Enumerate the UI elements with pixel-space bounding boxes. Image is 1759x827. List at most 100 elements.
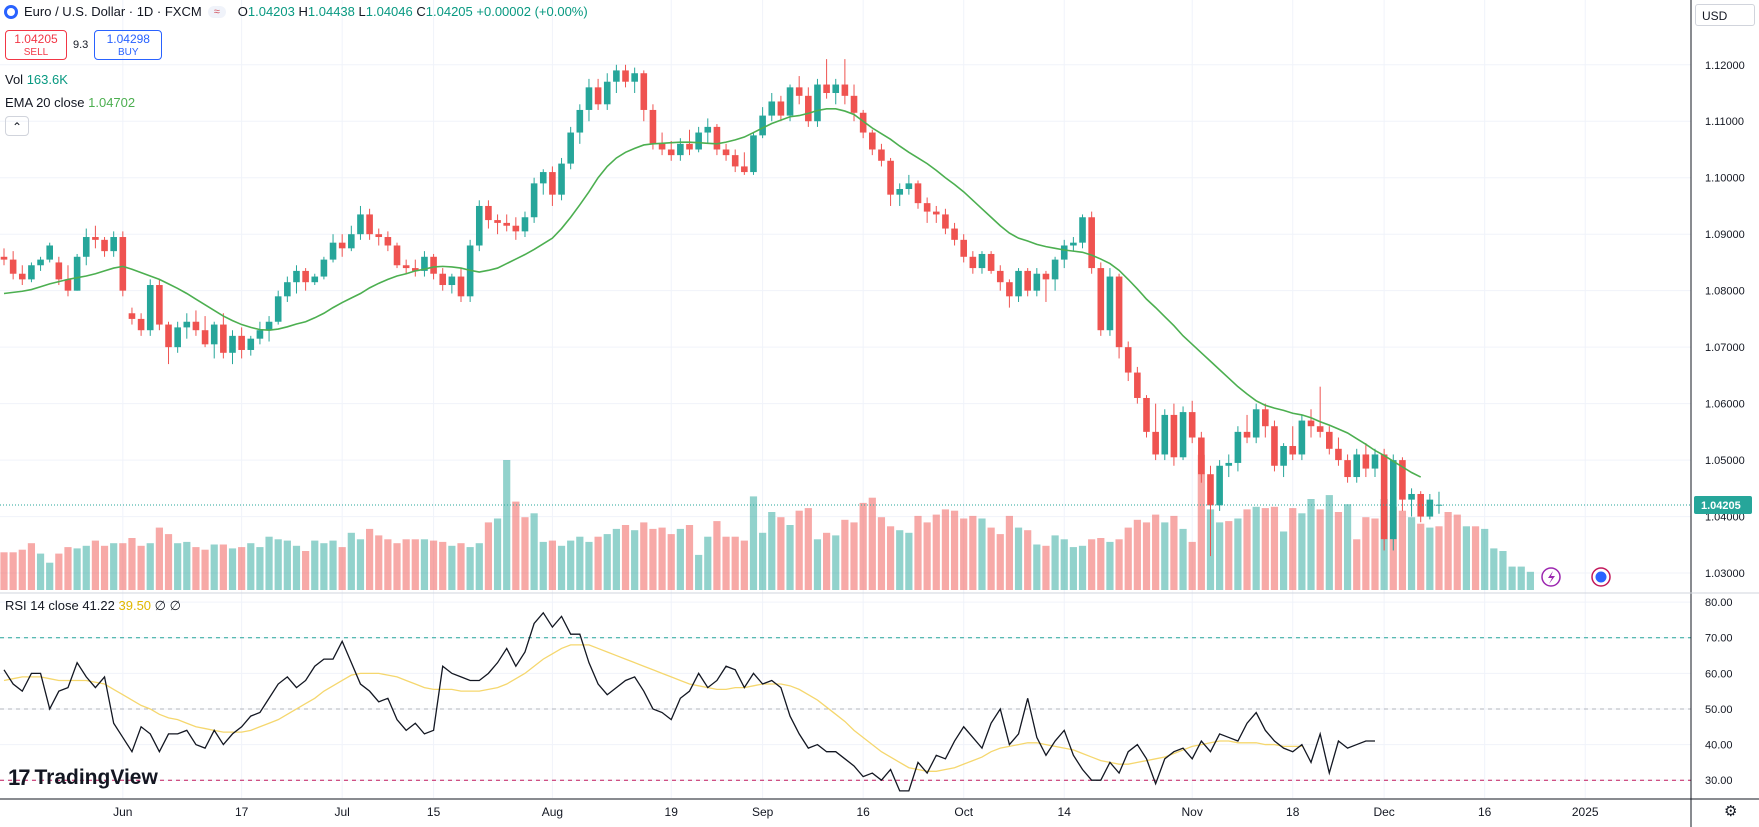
candle [165, 321, 172, 365]
candle-body [485, 205, 492, 221]
candle-body [1170, 414, 1178, 458]
economic-event-icon[interactable] [1591, 567, 1611, 587]
candle-body [101, 239, 108, 252]
candle [220, 313, 227, 359]
price-scale[interactable]: 1.12000 1.11000 1.10000 1.09000 1.08000 1.070… [1705, 60, 1745, 580]
candle-body [969, 256, 977, 269]
candle-body [914, 183, 922, 204]
candle-body [302, 270, 309, 283]
price-tick-label: 1.08000 [1705, 286, 1745, 298]
volume-bar [1462, 526, 1470, 590]
candle [1188, 400, 1196, 444]
buy-button[interactable]: 1.04298 BUY [94, 30, 163, 60]
sell-button[interactable]: 1.04205 SELL [5, 30, 67, 60]
candle-body [869, 132, 876, 150]
candle [503, 214, 510, 232]
volume-bar [1353, 539, 1361, 590]
volume-legend[interactable]: Vol 163.6K [5, 72, 68, 87]
candle-body [430, 256, 437, 274]
candle [1298, 414, 1306, 461]
candle-body [55, 262, 63, 280]
candle-body [220, 324, 227, 353]
candle-body [210, 324, 218, 345]
volume-bar [1298, 513, 1306, 590]
price-tick-label: 1.12000 [1705, 60, 1745, 72]
candle [284, 276, 291, 302]
volume-bar [1426, 527, 1434, 590]
volume-bar [950, 510, 959, 590]
candle [932, 205, 940, 223]
candle-body [18, 273, 26, 280]
candle-body [201, 330, 209, 345]
symbol-title[interactable]: Euro / U.S. Dollar · 1D · FXCM [24, 4, 202, 19]
candle-body [549, 172, 556, 195]
candle [713, 124, 721, 156]
candle [494, 214, 501, 235]
ema-legend[interactable]: EMA 20 close 1.04702 [5, 95, 136, 110]
price-tick-label: 1.10000 [1705, 173, 1745, 185]
candle-body [795, 87, 803, 96]
candle [722, 143, 730, 161]
candle-body [686, 143, 693, 150]
candle-body [110, 237, 117, 252]
volume-bar [119, 543, 127, 590]
candle-body [1051, 259, 1059, 280]
candle-body [1234, 431, 1242, 463]
candle-body [284, 282, 291, 297]
volume-bar [329, 540, 337, 590]
gear-icon[interactable]: ⚙ [1724, 803, 1738, 820]
volume-bar [1517, 566, 1525, 590]
tradingview-logo-icon: 17 [8, 765, 31, 790]
volume-bar [786, 525, 794, 590]
candle [1079, 214, 1086, 249]
volume-bar [1316, 509, 1324, 590]
volume-bar [64, 547, 72, 590]
volume-bar [512, 501, 520, 590]
candle [1262, 403, 1269, 438]
market-status-badge[interactable]: ≈ [207, 5, 226, 18]
rsi-tick-label: 60.00 [1705, 668, 1733, 680]
last-price-badge [1694, 496, 1752, 515]
currency-selector[interactable]: USD [1695, 4, 1755, 26]
candle-body [1216, 465, 1223, 506]
candle [896, 183, 904, 206]
candle-body [1179, 412, 1187, 458]
candle-body [348, 234, 355, 249]
candle [247, 335, 255, 356]
volume-bar [557, 545, 566, 590]
volume-bar [1334, 512, 1343, 590]
candle [631, 67, 638, 94]
trade-panel: 1.04205 SELL 9.3 1.04298 BUY [5, 30, 163, 60]
candle [805, 87, 812, 127]
spread-value: 9.3 [73, 39, 89, 51]
volume-bar [128, 538, 136, 590]
candle [1161, 409, 1169, 461]
candle [887, 157, 894, 206]
candle [357, 205, 364, 240]
candle [1143, 395, 1150, 438]
time-scale[interactable]: Jun 17 Jul 15 Aug 19 Sep 16 Oct 14 Nov 18 Dec 16 2025 [113, 805, 1599, 819]
volume-bar [155, 527, 163, 590]
candle-body [932, 211, 940, 215]
collapse-legend-button[interactable]: ⌃ [5, 116, 29, 136]
candle-body [265, 321, 273, 331]
volume-bar [1042, 545, 1050, 590]
candle-body [1115, 276, 1123, 348]
candle-body [850, 95, 858, 113]
candle [512, 217, 520, 240]
rsi-line [3, 611, 1375, 792]
candle-body [777, 101, 785, 116]
volume-bar [740, 540, 748, 590]
candle-body [1417, 493, 1424, 517]
rsi-scale[interactable]: 80.00 70.00 60.00 50.00 40.00 30.00 [1705, 597, 1733, 787]
candle [412, 259, 419, 277]
candle [119, 231, 127, 297]
candle [942, 208, 949, 235]
flash-icon[interactable] [1541, 567, 1561, 587]
rsi-tick-label: 70.00 [1705, 633, 1733, 645]
candle [667, 141, 675, 161]
candle-body [805, 95, 812, 122]
candle-body [622, 70, 629, 82]
rsi-legend[interactable]: RSI 14 close 41.22 39.50 ∅ ∅ [5, 598, 181, 613]
